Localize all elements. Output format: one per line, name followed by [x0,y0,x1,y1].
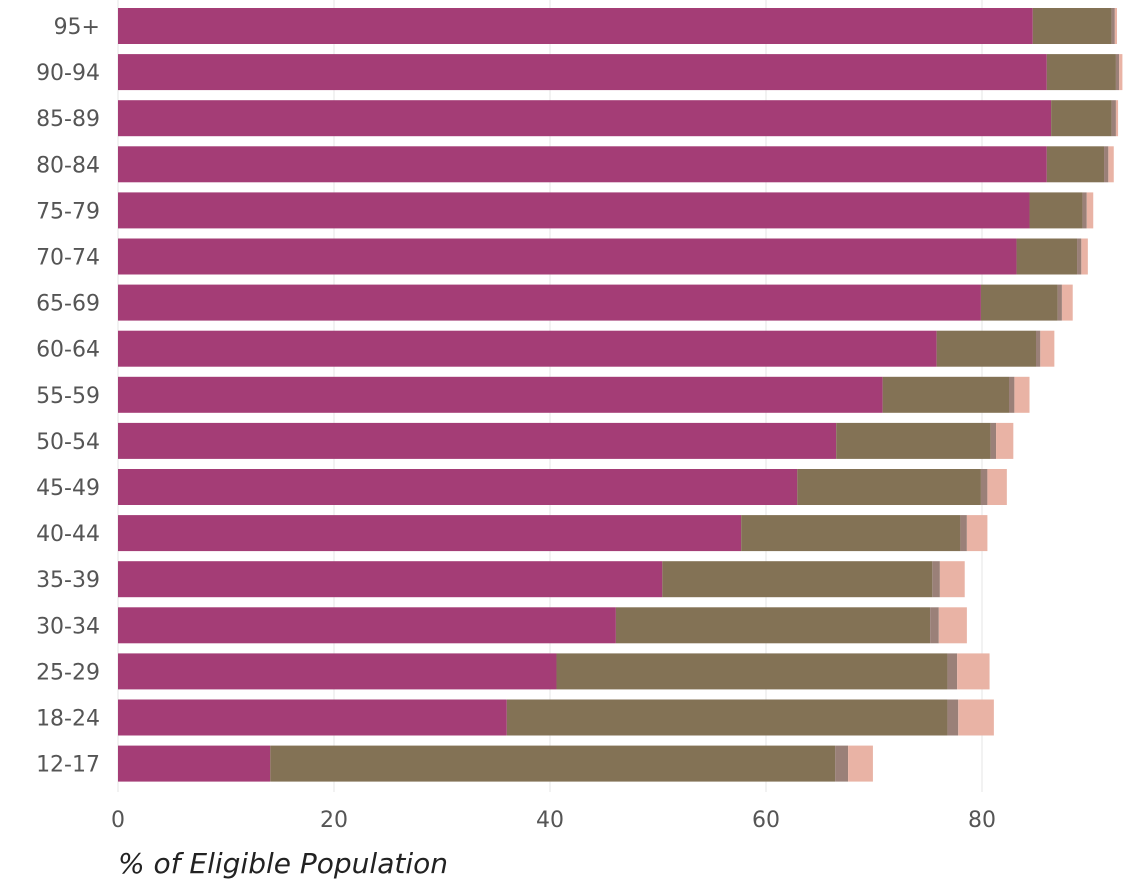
category-label: 70-74 [36,246,100,271]
bar-segment [1114,8,1117,44]
bar-segment [1032,8,1112,44]
category-label: 45-49 [36,476,100,501]
bar-segment [118,561,663,598]
bar-segment [1082,192,1087,229]
bar-segment [1086,192,1094,229]
bar-segment [118,330,937,367]
bar-segment [1111,8,1115,44]
category-label: 50-54 [36,430,100,455]
bar-segment [1104,146,1109,183]
bar-segment [118,8,1033,44]
x-tick-label: 0 [111,808,125,833]
bar-segment [1119,54,1123,91]
category-label: 25-29 [36,660,100,685]
bar-segment [835,745,849,782]
bar-segment [1009,376,1015,413]
category-label: 35-39 [36,568,100,593]
bar-segment [118,376,883,413]
bar-segment [118,54,1047,91]
bar-segment [990,422,997,459]
bar-segment [1115,54,1120,91]
bar-segment [1046,146,1105,183]
bar-segment [882,376,1009,413]
bar-segment [936,330,1036,367]
category-label: 95+ [54,15,100,40]
bar-segment [118,284,981,321]
bar-segments [118,8,1123,782]
x-tick-label: 80 [968,808,996,833]
bar-segment [930,607,939,644]
bar-segment [118,745,271,782]
category-label: 30-34 [36,614,100,639]
bar-segment [118,100,1052,137]
category-label: 75-79 [36,199,100,224]
bar-segment [1081,238,1088,275]
bar-segment [506,699,948,736]
category-label: 65-69 [36,292,100,317]
bar-segment [1057,284,1062,321]
bar-segment [1108,146,1114,183]
bar-segment [960,515,967,552]
category-label: 40-44 [36,522,100,547]
bar-segment [932,561,940,598]
bar-segment [957,653,990,690]
bar-segment [118,146,1047,183]
bar-segment [996,422,1014,459]
bar-segment [939,561,965,598]
bar-segment [966,515,988,552]
bar-segment [270,745,836,782]
bar-segment [1029,192,1083,229]
x-tick-label: 20 [320,808,348,833]
x-axis-title: % of Eligible Population [118,847,448,880]
bar-segment [1115,100,1119,137]
bar-segment [947,653,958,690]
bar-segment [118,192,1030,229]
category-label: 55-59 [36,384,100,409]
category-label: 80-84 [36,153,100,178]
x-tick-labels: 0 20 40 60 80 [111,808,996,833]
bar-segment [1014,376,1030,413]
bar-segment [987,469,1007,505]
bar-segment [947,699,959,736]
bar-segment [1061,284,1073,321]
bar-segment [118,699,507,736]
bar-segment [118,607,616,644]
category-labels: 95+ 90-94 85-89 80-84 75-79 70-74 65-69 60-64 55… [36,15,100,778]
bar-segment [118,422,837,459]
bar-segment [980,284,1058,321]
bar-segment [1077,238,1082,275]
category-label: 18-24 [36,707,100,732]
bar-segment [1111,100,1116,137]
bar-segment [615,607,931,644]
bar-segment [1051,100,1112,137]
bar-segment [1040,330,1055,367]
bar-segment [980,469,988,505]
bar-segment [556,653,948,690]
bar-segment [741,515,961,552]
bar-segment [1016,238,1078,275]
category-label: 12-17 [36,753,100,778]
bar-segment [848,745,873,782]
bar-segment [1036,330,1041,367]
bar-segment [118,238,1017,275]
x-tick-label: 60 [752,808,780,833]
category-label: 90-94 [36,61,100,86]
bar-segment [938,607,967,644]
bar-segment [797,469,981,505]
bar-segment [1046,54,1116,91]
bar-segment [118,653,557,690]
category-label: 60-64 [36,338,100,363]
x-tick-label: 40 [536,808,564,833]
bar-segment [958,699,994,736]
bar-segment [118,469,798,505]
category-label: 85-89 [36,107,100,132]
bar-segment [662,561,933,598]
bar-segment [836,422,991,459]
bar-segment [118,515,742,552]
